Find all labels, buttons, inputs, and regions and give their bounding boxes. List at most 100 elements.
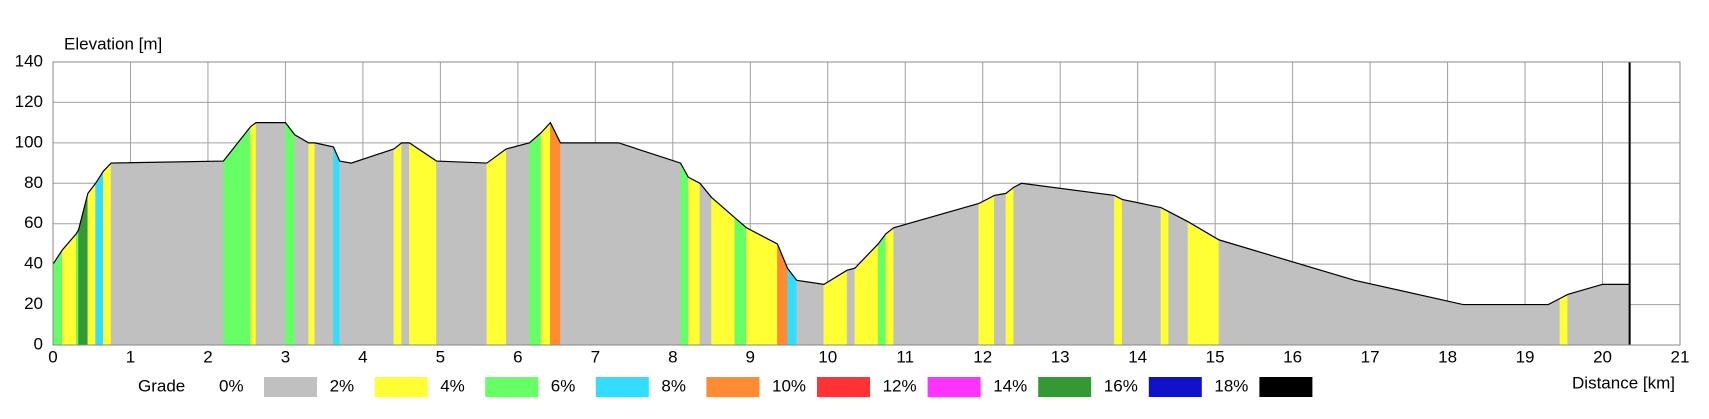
grade-segment <box>1021 182 1115 346</box>
grade-segment <box>250 122 257 346</box>
grade-segment <box>223 125 251 346</box>
legend-label: 10% <box>772 376 806 395</box>
x-axis-label: Distance [km] <box>1572 373 1675 392</box>
legend-swatch <box>1259 377 1313 397</box>
grade-segment <box>1559 293 1568 346</box>
grade-segment <box>711 196 736 346</box>
grade-segment <box>1160 207 1169 346</box>
grade-segment <box>1114 194 1123 346</box>
grade-segment <box>1187 221 1220 346</box>
y-axis-label: Elevation [m] <box>64 34 162 53</box>
grade-segment <box>680 162 689 346</box>
legend-swatch <box>374 377 428 397</box>
grade-segment <box>885 227 894 346</box>
x-tick-label: 20 <box>1593 347 1612 366</box>
x-tick-label: 21 <box>1671 347 1690 366</box>
grade-segment <box>255 122 286 346</box>
grade-segment <box>409 142 437 346</box>
x-tick-label: 8 <box>668 347 677 366</box>
y-tick-label: 100 <box>15 132 43 151</box>
y-tick-label: 20 <box>24 294 43 313</box>
x-tick-label: 4 <box>358 347 367 366</box>
grade-segment <box>618 142 681 346</box>
legend-swatch <box>485 377 539 397</box>
x-tick-label: 1 <box>126 347 135 366</box>
x-tick-label: 0 <box>48 347 57 366</box>
grade-segment <box>777 243 788 346</box>
legend-label: 16% <box>1104 376 1138 395</box>
x-tick-label: 18 <box>1438 347 1457 366</box>
grade-segment <box>746 227 778 346</box>
x-tick-label: 19 <box>1516 347 1535 366</box>
grade-segment <box>87 182 96 346</box>
y-tick-label: 60 <box>24 213 43 232</box>
x-tick-label: 13 <box>1051 347 1070 366</box>
y-tick-label: 120 <box>15 92 43 111</box>
grade-segment <box>1354 279 1464 346</box>
legend-title: Grade <box>138 376 185 395</box>
plot-border <box>52 61 1681 346</box>
grade-segment <box>1602 284 1630 346</box>
x-tick-label: 11 <box>896 347 914 366</box>
grade-segment <box>486 148 507 346</box>
legend-swatch <box>595 377 649 397</box>
grade-segment <box>1462 304 1549 346</box>
grade-segment <box>560 142 619 346</box>
y-tick-label: 80 <box>24 173 43 192</box>
legend-swatch <box>706 377 760 397</box>
grade-segment <box>401 142 410 346</box>
grade-segment <box>285 121 296 346</box>
legend-label: 14% <box>993 376 1027 395</box>
grade-segment <box>52 248 63 346</box>
y-tick-label: 0 <box>34 334 43 353</box>
grade-segment <box>796 279 825 346</box>
x-tick-label: 12 <box>973 347 992 366</box>
grade-segment <box>103 162 112 346</box>
legend-label: 6% <box>551 376 576 395</box>
grade-segment <box>994 193 1007 346</box>
grade-segment <box>1013 182 1022 346</box>
grade-segment <box>529 132 542 346</box>
grade-segment <box>505 142 530 346</box>
grade-segment <box>978 194 995 346</box>
legend-swatch <box>1148 377 1202 397</box>
grade-segment <box>350 148 395 346</box>
legend-label: 12% <box>883 376 917 395</box>
grade-segment <box>854 243 879 346</box>
grade-segment <box>75 228 79 346</box>
grade-segment <box>734 216 747 346</box>
grade-segment <box>877 232 887 346</box>
grade-segment <box>1168 211 1189 346</box>
legend-label: 8% <box>661 376 686 395</box>
x-tick-label: 2 <box>203 347 212 366</box>
grade-segment <box>110 160 224 346</box>
grade-segment <box>393 142 402 346</box>
grade-segment <box>339 160 352 346</box>
grade-segment <box>436 160 488 346</box>
legend-label: 18% <box>1214 376 1248 395</box>
grade-segment <box>294 134 309 346</box>
grade-segment <box>1121 199 1162 346</box>
legend-swatch <box>817 377 870 397</box>
grade-segment <box>699 182 712 346</box>
x-tick-label: 7 <box>591 347 600 366</box>
y-tick-label: 40 <box>24 254 43 273</box>
grade-segment <box>314 142 334 346</box>
legend-label: 4% <box>440 376 465 395</box>
grade-segment <box>308 142 316 346</box>
grade-segment <box>1005 186 1015 346</box>
y-tick-label: 140 <box>15 51 43 70</box>
grade-segment <box>550 122 561 346</box>
x-tick-label: 9 <box>746 347 755 366</box>
grade-segment <box>540 121 551 346</box>
x-tick-label: 10 <box>818 347 837 366</box>
legend-swatch <box>264 377 317 397</box>
legend-swatch <box>1038 377 1092 397</box>
x-tick-label: 5 <box>436 347 445 366</box>
grade-segment <box>61 233 77 346</box>
x-tick-label: 6 <box>513 347 522 366</box>
legend-label: 2% <box>330 376 355 395</box>
grade-segment <box>95 170 104 346</box>
